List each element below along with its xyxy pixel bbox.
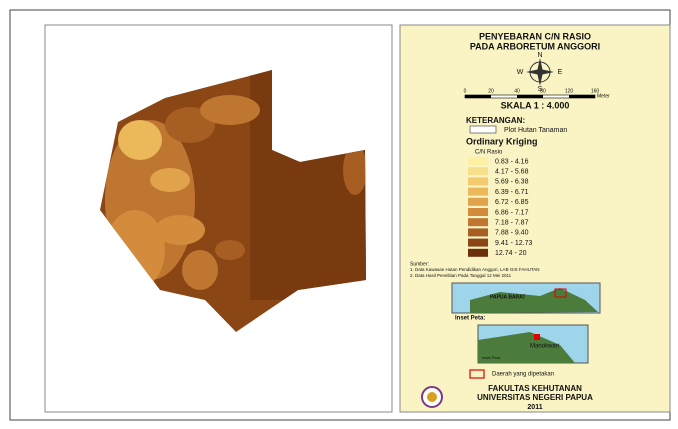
legend-heading: KETERANGAN: bbox=[466, 116, 525, 125]
class-swatch bbox=[468, 238, 488, 247]
method: Ordinary Kriging bbox=[466, 136, 538, 146]
variable: C/N Rasio bbox=[475, 150, 503, 156]
compass-e: E bbox=[558, 69, 563, 76]
class-swatch bbox=[468, 177, 488, 186]
scale-segment bbox=[465, 95, 491, 98]
scale-label: 120 bbox=[565, 88, 574, 94]
sources-heading: Sumber: bbox=[410, 261, 429, 267]
inset-land bbox=[478, 332, 575, 363]
university: UNIVERSITAS NEGERI PAPUA bbox=[477, 393, 593, 402]
scale-segment bbox=[569, 95, 595, 98]
year: 2011 bbox=[527, 404, 542, 411]
class-swatch bbox=[468, 167, 488, 176]
class-swatch bbox=[468, 187, 488, 196]
inset-marker bbox=[554, 288, 567, 298]
scale-label: 160 bbox=[591, 88, 600, 94]
mapped-label: Daerah yang dipetakan bbox=[492, 372, 554, 378]
title: PENYEBARAN C/N RASIO bbox=[479, 31, 591, 41]
class-label: 6.39 - 6.71 bbox=[495, 189, 529, 196]
scale-label: 20 bbox=[488, 88, 494, 94]
inset-point bbox=[534, 334, 540, 340]
scale-text: SKALA 1 : 4.000 bbox=[501, 100, 570, 110]
class-swatch bbox=[468, 208, 488, 216]
compass-w: W bbox=[517, 69, 524, 76]
class-swatch bbox=[468, 218, 488, 227]
class-label: 5.69 - 6.38 bbox=[495, 179, 529, 186]
source-item: 2. Data Hasil Penelitian Pada Tanggal 12… bbox=[410, 273, 512, 278]
scale-label: 40 bbox=[514, 88, 520, 94]
class-label: 6.86 - 7.17 bbox=[495, 209, 529, 216]
source-item: 1. Data Kawasan Hutan Pendidikan Anggori… bbox=[410, 267, 540, 272]
inset-city: Manokwari bbox=[530, 344, 559, 350]
plot-label: Plot Hutan Tanaman bbox=[504, 127, 567, 134]
compass-s: S bbox=[538, 86, 543, 93]
inset-region: PAPUA BARAT bbox=[490, 294, 525, 300]
scale-label: 80 bbox=[540, 88, 546, 94]
scale-label: 0 bbox=[464, 88, 467, 94]
mapped-swatch bbox=[469, 369, 485, 379]
logo bbox=[427, 392, 437, 402]
plot-swatch bbox=[469, 125, 497, 134]
compass-n: N bbox=[537, 52, 542, 59]
inset-title: Inset Peta bbox=[482, 355, 501, 360]
class-label: 7.18 - 7.87 bbox=[495, 220, 529, 227]
scale-bar: 0 20 40 80 120 160 bbox=[464, 88, 600, 99]
class-label: 9.41 - 12.73 bbox=[495, 240, 532, 247]
class-swatch bbox=[468, 157, 488, 165]
class-label: 6.72 - 6.85 bbox=[495, 199, 529, 206]
class-swatch bbox=[468, 248, 488, 257]
class-label: 12.74 - 20 bbox=[495, 250, 527, 257]
class-swatch bbox=[468, 197, 488, 206]
class-label: 7.88 - 9.40 bbox=[495, 230, 529, 237]
faculty: FAKULTAS KEHUTANAN bbox=[488, 384, 582, 393]
class-swatch bbox=[468, 228, 488, 237]
scale-segment bbox=[517, 95, 543, 98]
class-label: 4.17 - 5.68 bbox=[495, 169, 529, 176]
class-label: 0.83 - 4.16 bbox=[495, 158, 529, 165]
compass bbox=[526, 58, 554, 86]
inset-title: Inset Peta: bbox=[455, 316, 485, 322]
title: PADA ARBORETUM ANGGORI bbox=[470, 41, 600, 51]
scale-unit: Meter bbox=[597, 93, 610, 99]
